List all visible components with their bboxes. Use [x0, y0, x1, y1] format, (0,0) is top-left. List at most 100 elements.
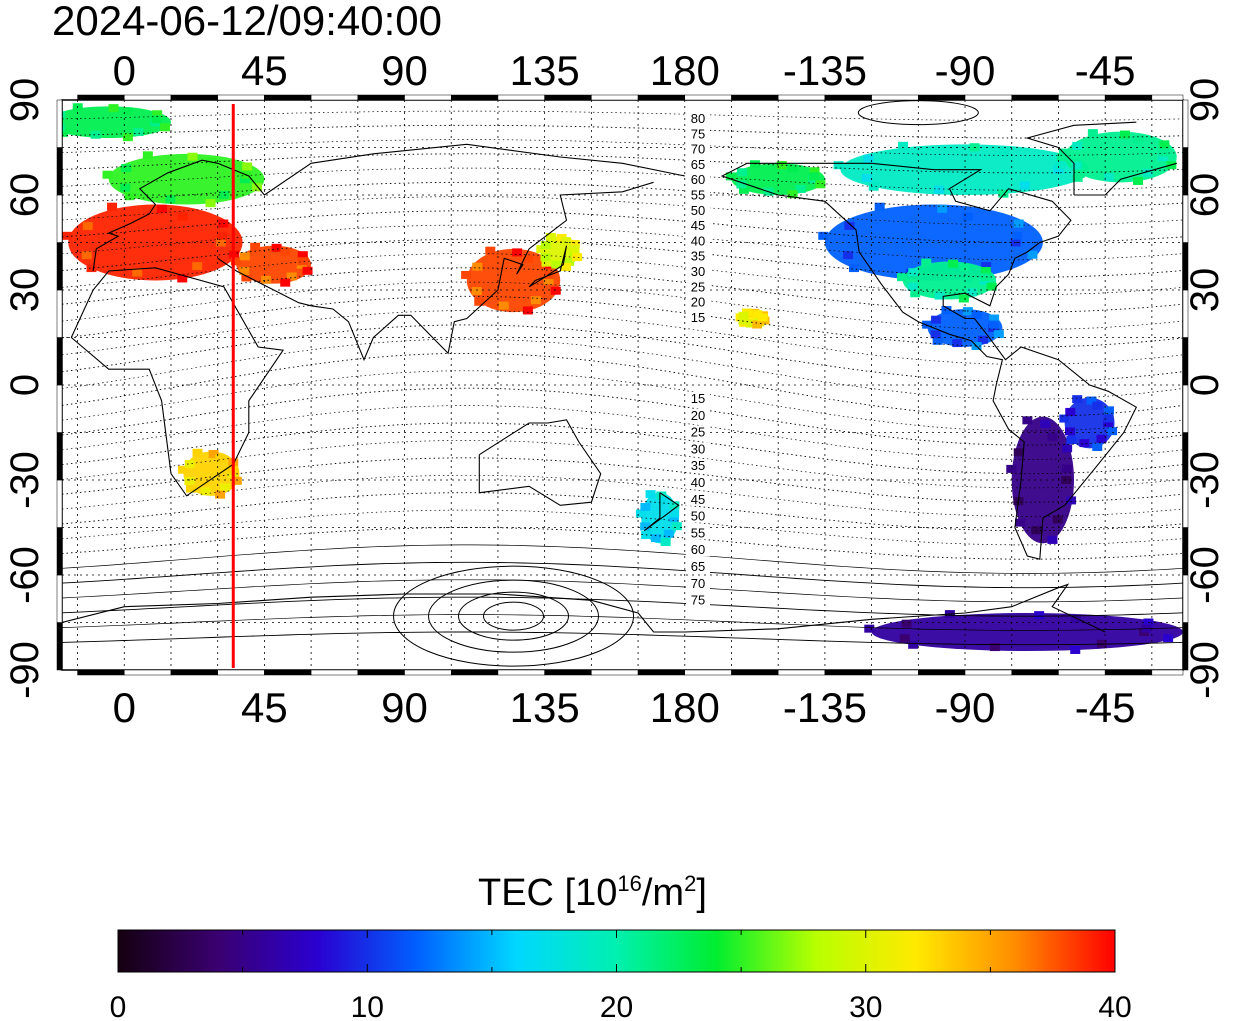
- contour-ring: [393, 565, 635, 667]
- colorbar-title-main: TEC [10: [478, 872, 617, 914]
- frame-bar-top: [357, 94, 405, 101]
- frame-bar-left: [56, 574, 63, 623]
- contour-label: 65: [691, 157, 705, 172]
- frame-bar-bottom: [871, 669, 919, 676]
- frame-bar-left: [56, 527, 63, 576]
- coastline: [217, 181, 654, 362]
- y-tick-label: 60: [1183, 173, 1227, 218]
- y-tick-label: 60: [3, 173, 47, 218]
- contour-label: 20: [691, 295, 705, 310]
- contour-label: 80: [691, 111, 705, 126]
- tec-region-east-asia: [461, 246, 561, 315]
- contour-label-bg: [686, 127, 710, 141]
- contour-line: [62, 238, 1183, 278]
- contour-label: 60: [691, 172, 705, 187]
- colorbar-title: TEC [1016/m2]: [478, 871, 707, 914]
- frame-bar-bottom: [77, 669, 125, 676]
- contour-label-bg: [686, 173, 710, 187]
- colorbar-ticks: [117, 930, 1116, 972]
- contour-line: [62, 509, 1183, 546]
- x-tick-label: -90: [935, 47, 996, 94]
- frame-bar-left: [56, 99, 63, 148]
- contour-line: [62, 596, 1183, 617]
- contour-label-bg: [686, 560, 710, 573]
- contour-label-bg: [686, 234, 710, 248]
- contour-ring: [483, 601, 545, 631]
- contour-label-bg: [686, 249, 710, 263]
- frame-bar-bottom: [1011, 669, 1059, 676]
- contour-line: [62, 492, 1183, 532]
- contour-label: 20: [691, 408, 705, 423]
- contour-line: [62, 440, 1183, 489]
- y-tick-label: -30: [1183, 451, 1227, 509]
- contour-line: [62, 370, 1183, 432]
- frame-bar-top: [450, 94, 499, 101]
- x-axis-top-labels: 0 45 90 135 180 -135 -90 -45: [113, 47, 1136, 94]
- y-tick-label: 90: [3, 78, 47, 123]
- magnetic-latitude-contours: [62, 100, 1183, 667]
- frame-bar-left: [56, 242, 63, 291]
- frame-bar-top: [170, 94, 218, 101]
- y-tick-label: -90: [3, 641, 47, 699]
- frame-bar-left: [56, 289, 63, 338]
- colorbar-label: 40: [1098, 991, 1131, 1021]
- contour-label: 70: [691, 576, 705, 591]
- x-axis-bottom-labels: 0 45 90 135 180 -135 -90 -45: [113, 684, 1136, 731]
- x-tick-label: 90: [381, 684, 428, 731]
- frame-bar-bottom: [591, 669, 639, 676]
- colorbar-title-sup2: 2: [684, 871, 696, 896]
- graticule: [62, 100, 1183, 670]
- coastline: [643, 492, 680, 532]
- frame-bar-top: [264, 94, 312, 101]
- y-tick-label: 0: [3, 374, 47, 396]
- contour-label-bg: [686, 265, 710, 278]
- x-tick-label: -135: [783, 47, 867, 94]
- contour-label: 55: [691, 525, 705, 540]
- contour-label: 45: [691, 492, 705, 507]
- tec-region-hawaii: [735, 308, 770, 329]
- contour-label: 30: [691, 264, 705, 279]
- contour-label-bg: [686, 492, 710, 506]
- y-tick-label: -30: [3, 451, 47, 509]
- frame-bar-left: [56, 194, 63, 243]
- frame-bar-top: [1011, 94, 1059, 101]
- frame-bar-top: [1151, 94, 1184, 101]
- frame-bar-left: [56, 432, 63, 481]
- contour-line: [62, 310, 1183, 365]
- x-tick-label: 135: [510, 47, 580, 94]
- colorbar-label: 0: [110, 991, 127, 1021]
- contour-label-bg: [686, 543, 710, 557]
- contour-label: 50: [691, 509, 705, 524]
- frame-bar-top: [637, 94, 686, 101]
- contour-ring: [428, 579, 600, 653]
- frame-bar-top: [77, 94, 125, 101]
- colorbar-title-mid: /m: [642, 872, 684, 914]
- contour-line: [62, 224, 1183, 261]
- contour-label: 70: [691, 142, 705, 157]
- y-tick-label: 0: [1183, 374, 1227, 396]
- frame-bar-top: [777, 94, 826, 101]
- frame-bar-top: [310, 94, 359, 101]
- axis-frame-bars: [56, 94, 1189, 676]
- contour-label-bg: [686, 408, 710, 422]
- x-tick-label: -90: [935, 684, 996, 731]
- frame-bar-top: [964, 94, 1012, 101]
- coastline: [478, 419, 602, 506]
- frame-bar-left: [56, 147, 63, 196]
- frame-bar-bottom: [357, 669, 405, 676]
- contour-line: [62, 614, 1183, 631]
- frame-bar-top: [684, 94, 732, 101]
- colorbar-label: 10: [351, 991, 384, 1021]
- contour-label-bg: [686, 509, 710, 523]
- y-tick-label: 30: [1183, 268, 1227, 313]
- frame-bar-bottom: [1058, 669, 1106, 676]
- contour-line: [62, 352, 1183, 418]
- contour-label: 50: [691, 203, 705, 218]
- frame-bar-bottom: [124, 669, 172, 676]
- contour-label-bg: [686, 593, 710, 607]
- x-tick-label: 90: [381, 47, 428, 94]
- coastline: [528, 245, 568, 288]
- coastline: [62, 583, 1106, 633]
- contour-label: 65: [691, 559, 705, 574]
- contour-label-bg: [686, 203, 710, 217]
